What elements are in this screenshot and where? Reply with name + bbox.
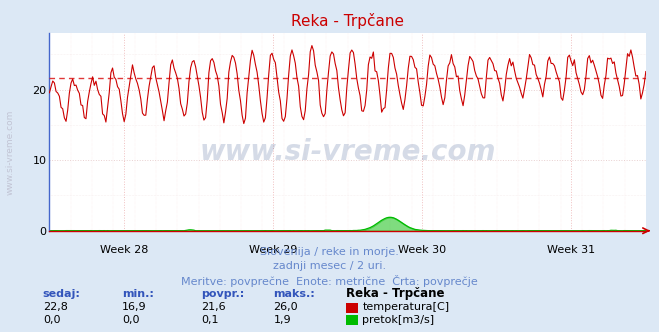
Text: maks.:: maks.: bbox=[273, 289, 315, 299]
Text: Slovenija / reke in morje.: Slovenija / reke in morje. bbox=[260, 247, 399, 257]
Text: sedaj:: sedaj: bbox=[43, 289, 80, 299]
Text: min.:: min.: bbox=[122, 289, 154, 299]
Text: 0,0: 0,0 bbox=[43, 315, 61, 325]
Text: Week 30: Week 30 bbox=[398, 245, 446, 255]
Text: temperatura[C]: temperatura[C] bbox=[362, 302, 449, 312]
Text: pretok[m3/s]: pretok[m3/s] bbox=[362, 315, 434, 325]
Text: 22,8: 22,8 bbox=[43, 302, 68, 312]
Text: 0,1: 0,1 bbox=[201, 315, 219, 325]
Text: 26,0: 26,0 bbox=[273, 302, 298, 312]
Text: Week 28: Week 28 bbox=[100, 245, 148, 255]
Text: 21,6: 21,6 bbox=[201, 302, 225, 312]
Text: www.si-vreme.com: www.si-vreme.com bbox=[200, 138, 496, 166]
Text: www.si-vreme.com: www.si-vreme.com bbox=[5, 110, 14, 196]
Text: 1,9: 1,9 bbox=[273, 315, 291, 325]
Text: Week 31: Week 31 bbox=[547, 245, 595, 255]
Text: 16,9: 16,9 bbox=[122, 302, 146, 312]
Title: Reka - Trpčane: Reka - Trpčane bbox=[291, 13, 404, 29]
Text: Week 29: Week 29 bbox=[249, 245, 297, 255]
Text: Meritve: povprečne  Enote: metrične  Črta: povprečje: Meritve: povprečne Enote: metrične Črta:… bbox=[181, 275, 478, 287]
Text: 0,0: 0,0 bbox=[122, 315, 140, 325]
Text: zadnji mesec / 2 uri.: zadnji mesec / 2 uri. bbox=[273, 261, 386, 271]
Text: Reka - Trpčane: Reka - Trpčane bbox=[346, 287, 444, 300]
Text: povpr.:: povpr.: bbox=[201, 289, 244, 299]
